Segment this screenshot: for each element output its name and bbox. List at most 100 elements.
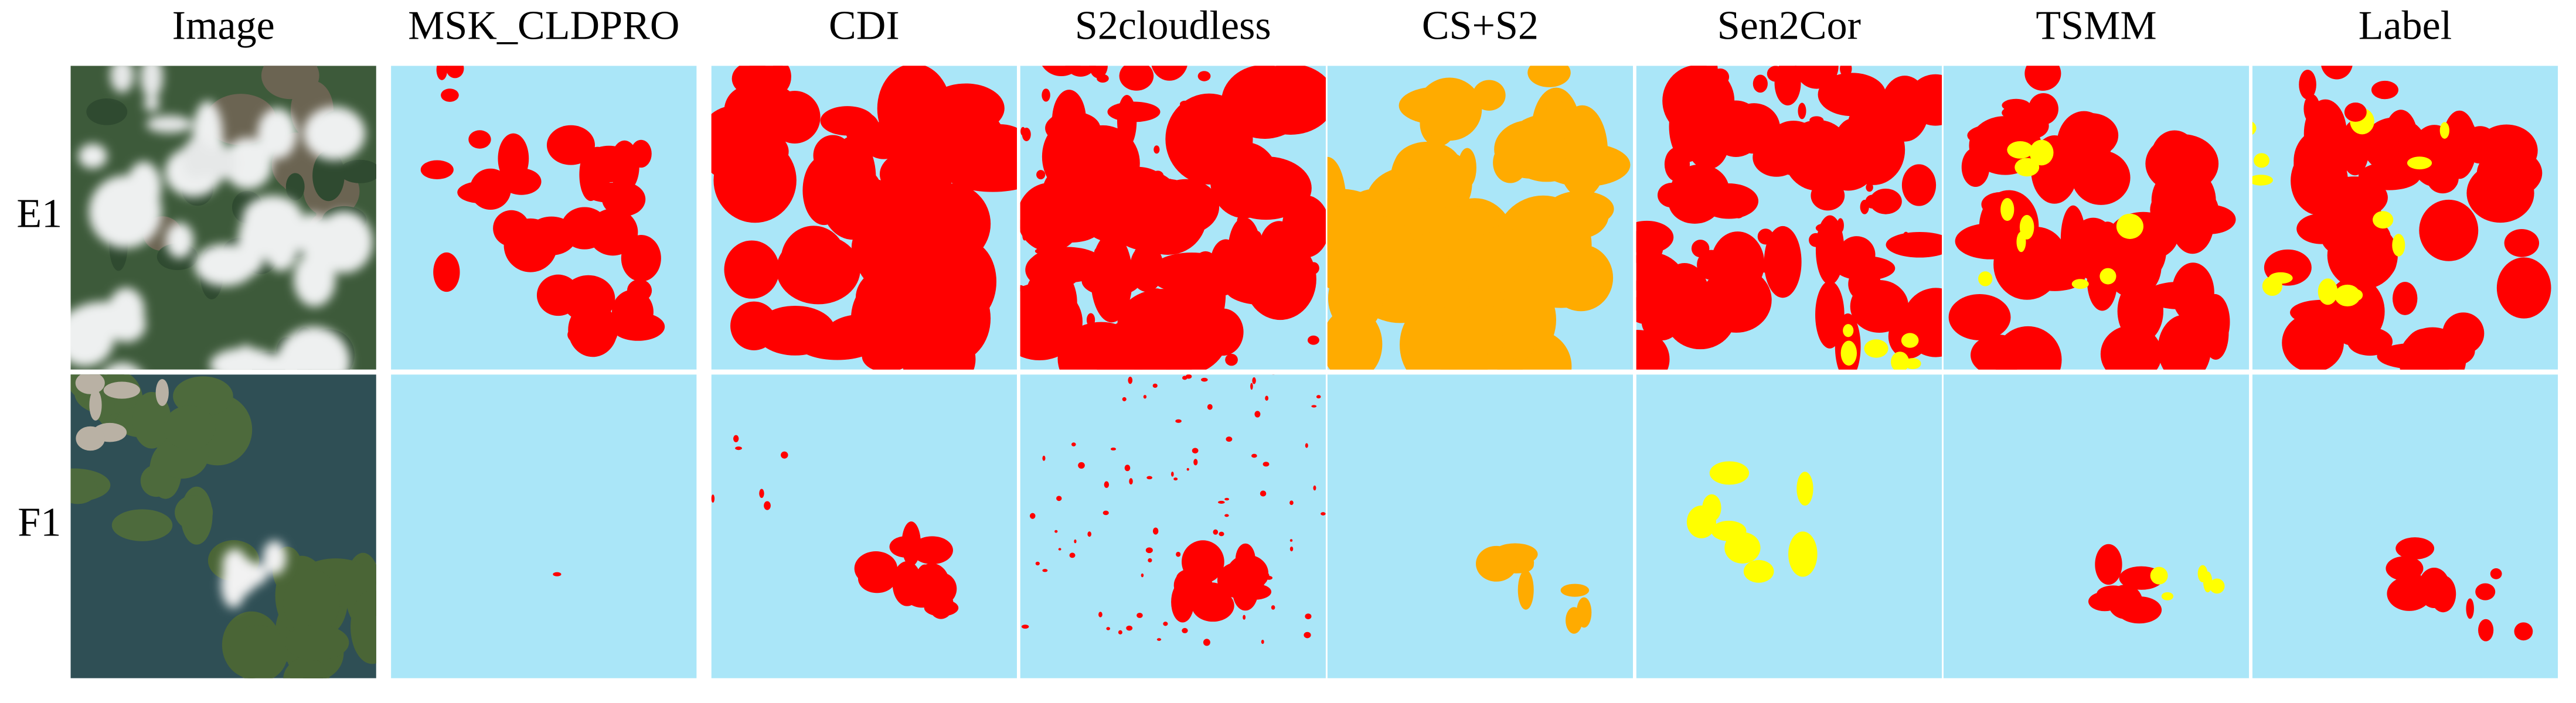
mask-blob [2466,598,2474,619]
mask-blob [1858,85,1872,102]
mask-blob [1527,66,1571,87]
mask-blob [1224,124,1230,129]
mask-blob [2166,323,2196,364]
mask-blob [1042,569,1048,572]
mask-blob [1852,117,1866,125]
panel [70,66,376,370]
mask-blob [2029,139,2054,166]
mask-blob [1213,529,1219,535]
mask-blob [257,356,283,370]
mask-blob [1753,138,1801,177]
column-header: Label [2359,4,2452,49]
mask-blob [175,495,213,530]
mask-blob [1289,546,1294,552]
mask-blob [1254,411,1261,418]
mask-blob [86,98,128,125]
mask-blob [1128,376,1133,384]
column-header: Sen2Cor [1717,4,1861,49]
mask-blob [1146,476,1153,480]
mask-blob [1089,66,1108,79]
mask-blob [1129,478,1133,485]
mask-blob [1901,333,1919,348]
mask-blob [164,405,216,450]
row-label: F1 [18,500,61,545]
panel [711,374,1018,678]
mask-blob [1271,605,1275,610]
mask-blob [1176,568,1212,588]
mask-blob [1143,395,1147,399]
mask-blob [1764,226,1802,298]
mask-blob [1723,190,1732,206]
mask-blob [1313,485,1316,491]
mask-blob [238,213,266,275]
mask-blob [1074,539,1077,544]
mask-blob [1024,265,1077,339]
mask-blob [1219,531,1224,537]
mask-blob [1056,496,1062,501]
mask-blob [1139,294,1147,304]
panel [391,66,697,370]
mask-blob [132,391,171,449]
mask-blob [106,363,139,370]
mask-blob [75,374,105,394]
mask-blob [2452,118,2478,160]
mask-blob [2007,141,2034,159]
mask-blob [820,106,874,136]
mask-blob [76,426,106,451]
mask-blob [144,96,160,112]
mask-blob [1226,436,1233,442]
mask-blob [1141,573,1144,578]
mask-blob [1053,339,1065,350]
mask-blob [2252,121,2257,135]
mask-blob [1641,303,1681,341]
mask-blob [579,148,603,202]
mask-blob [2490,568,2502,579]
mask-blob [263,541,287,575]
mask-blob [108,288,145,335]
mask-blob [1993,228,2061,300]
mask-blob [1172,241,1183,251]
mask-blob [1123,282,1133,287]
mask-blob [111,509,173,541]
panel [1020,374,1326,678]
mask-blob [2095,544,2122,585]
mask-blob [877,66,951,154]
mask-blob [2099,268,2116,285]
mask-blob [1843,324,1854,337]
mask-blob [433,252,460,292]
mask-blob [587,209,638,256]
mask-blob [257,108,297,159]
mask-blob [1308,262,1319,275]
panel [1943,374,2250,678]
mask-blob [1789,158,1800,165]
mask-blob [1035,561,1040,566]
mask-blob [2393,282,2418,315]
mask-blob [468,130,491,149]
mask-blob [1472,80,1506,111]
mask-blob [1153,145,1160,154]
mask-blob [1122,397,1127,401]
mask-blob [2504,229,2540,257]
mask-blob [2162,160,2187,214]
mask-blob [1167,179,1173,188]
mask-blob [1732,206,1745,219]
mask-blob [1758,264,1769,273]
mask-blob [1021,624,1029,629]
mask-blob [1152,383,1158,388]
mask-blob [78,144,107,169]
mask-blob [1724,532,1761,564]
mask-bg [711,374,1018,678]
mask-blob [1417,77,1482,141]
mask-blob [1781,263,1798,276]
mask-blob [1308,71,1314,84]
mask-blob [2407,156,2432,170]
mask-blob [1194,114,1207,125]
mask-blob [1045,111,1101,145]
mask-blob [1057,322,1145,370]
mask-blob [1289,500,1294,506]
mask-blob [1961,147,1990,187]
mask-blob [857,564,896,593]
mask-blob [1260,490,1267,497]
mask-blob [70,474,98,504]
mask-blob [1145,547,1153,554]
